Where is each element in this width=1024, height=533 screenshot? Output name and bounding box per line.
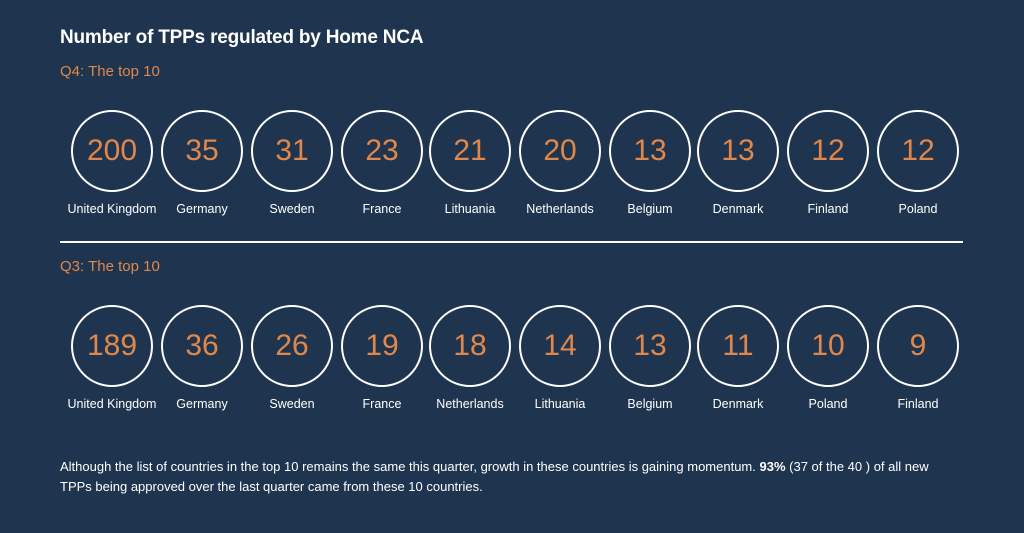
country-label: France	[362, 397, 402, 411]
footnote-text-after: (37 of the 40 ) of all new TPPs being ap…	[60, 459, 929, 494]
value-circle: 19	[341, 305, 423, 387]
country-label: Netherlands	[436, 397, 504, 411]
country-stat: 189 United Kingdom	[62, 305, 162, 415]
value-circle: 21	[429, 110, 511, 192]
country-stat: 13 Belgium	[600, 110, 700, 220]
country-label: Finland	[807, 202, 849, 216]
country-stat: 20 Netherlands	[510, 110, 610, 220]
value-circle: 13	[697, 110, 779, 192]
country-stat: 11 Denmark	[688, 305, 788, 415]
country-label: United Kingdom	[67, 202, 157, 216]
country-stat: 35 Germany	[152, 110, 252, 220]
country-stat: 200 United Kingdom	[62, 110, 162, 220]
country-stat: 23 France	[332, 110, 432, 220]
country-stat: 10 Poland	[778, 305, 878, 415]
country-label: Denmark	[712, 397, 764, 411]
value-circle: 200	[71, 110, 153, 192]
footnote: Although the list of countries in the to…	[60, 457, 960, 497]
country-stat: 13 Denmark	[688, 110, 788, 220]
country-label: Sweden	[269, 397, 315, 411]
country-stat: 12 Poland	[868, 110, 968, 220]
country-stat: 36 Germany	[152, 305, 252, 415]
value-circle: 12	[787, 110, 869, 192]
value-circle: 13	[609, 305, 691, 387]
country-stat: 14 Lithuania	[510, 305, 610, 415]
row-q3: 189 United Kingdom 36 Germany 26 Sweden 19 Fran…	[0, 305, 1024, 415]
footnote-highlight: 93%	[759, 459, 786, 474]
country-label: Germany	[176, 397, 228, 411]
value-circle: 35	[161, 110, 243, 192]
value-circle: 14	[519, 305, 601, 387]
country-label: Finland	[897, 397, 939, 411]
country-label: France	[362, 202, 402, 216]
value-circle: 13	[609, 110, 691, 192]
row-q4: 200 United Kingdom 35 Germany 31 Sweden 23 Fran…	[0, 110, 1024, 220]
country-stat: 19 France	[332, 305, 432, 415]
country-stat: 26 Sweden	[242, 305, 342, 415]
country-stat: 18 Netherlands	[420, 305, 520, 415]
value-circle: 189	[71, 305, 153, 387]
value-circle: 20	[519, 110, 601, 192]
country-label: Denmark	[712, 202, 764, 216]
country-label: Lithuania	[444, 202, 496, 216]
value-circle: 9	[877, 305, 959, 387]
section-label-q3: Q3: The top 10	[60, 258, 160, 275]
country-stat: 31 Sweden	[242, 110, 342, 220]
country-label: Netherlands	[526, 202, 594, 216]
value-circle: 10	[787, 305, 869, 387]
page-title: Number of TPPs regulated by Home NCA	[60, 27, 424, 48]
country-label: Poland	[808, 397, 848, 411]
section-label-q4: Q4: The top 10	[60, 63, 160, 80]
value-circle: 12	[877, 110, 959, 192]
country-stat: 9 Finland	[868, 305, 968, 415]
value-circle: 18	[429, 305, 511, 387]
value-circle: 36	[161, 305, 243, 387]
value-circle: 26	[251, 305, 333, 387]
value-circle: 11	[697, 305, 779, 387]
country-stat: 12 Finland	[778, 110, 878, 220]
country-label: Lithuania	[534, 397, 586, 411]
country-label: United Kingdom	[67, 397, 157, 411]
section-divider	[60, 241, 963, 243]
country-label: Germany	[176, 202, 228, 216]
value-circle: 23	[341, 110, 423, 192]
country-label: Poland	[898, 202, 938, 216]
country-label: Sweden	[269, 202, 315, 216]
value-circle: 31	[251, 110, 333, 192]
country-label: Belgium	[627, 397, 673, 411]
country-stat: 13 Belgium	[600, 305, 700, 415]
footnote-text-before: Although the list of countries in the to…	[60, 459, 760, 474]
country-label: Belgium	[627, 202, 673, 216]
country-stat: 21 Lithuania	[420, 110, 520, 220]
